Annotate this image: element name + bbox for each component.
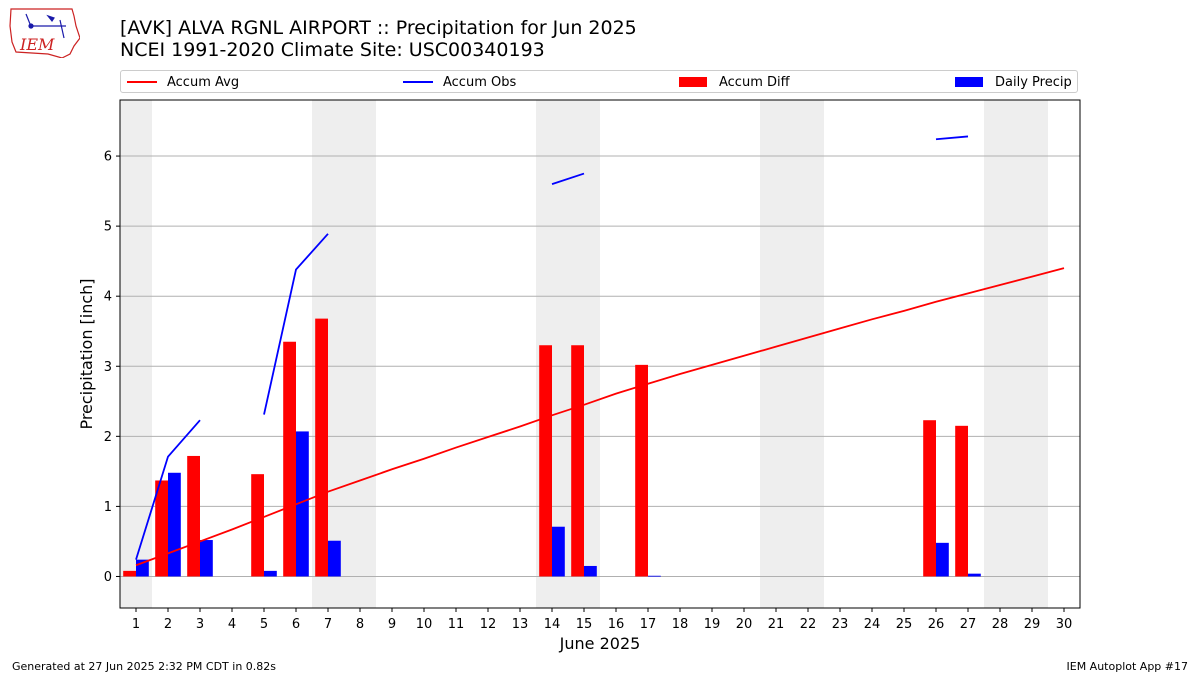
chart-title: [AVK] ALVA RGNL AIRPORT :: Precipitation… <box>120 17 637 39</box>
x-tick-label: 21 <box>768 617 785 632</box>
weekend-band <box>760 100 792 608</box>
x-tick-label: 15 <box>576 617 593 632</box>
x-tick-label: 5 <box>260 617 268 632</box>
accum-diff-bar <box>283 341 296 577</box>
generated-timestamp: Generated at 27 Jun 2025 2:32 PM CDT in … <box>12 660 277 673</box>
daily-precip-bar <box>328 540 341 577</box>
x-tick-label: 22 <box>800 617 817 632</box>
x-tick-label: 18 <box>672 617 689 632</box>
iem-logo: IEM <box>9 8 80 58</box>
x-tick-label: 7 <box>324 617 332 632</box>
daily-precip-bar <box>968 573 981 577</box>
x-tick-label: 26 <box>928 617 945 632</box>
accum-diff-bar <box>187 455 200 577</box>
x-tick-label: 2 <box>164 617 172 632</box>
weekend-band <box>120 100 152 608</box>
x-tick-label: 14 <box>544 617 561 632</box>
chart-subtitle: NCEI 1991-2020 Climate Site: USC00340193 <box>120 39 545 61</box>
x-tick-label: 24 <box>864 617 881 632</box>
x-tick-label: 10 <box>416 617 433 632</box>
accum-obs-line <box>935 135 969 141</box>
x-tick-label: 1 <box>132 617 140 632</box>
y-tick-label: 2 <box>104 430 112 445</box>
legend-label-accum-obs: Accum Obs <box>443 74 517 90</box>
legend-item-accum-diff: Accum Diff <box>679 74 790 90</box>
legend-label-accum-diff: Accum Diff <box>719 74 790 90</box>
x-axis-label: June 2025 <box>559 634 641 653</box>
y-tick-label: 4 <box>104 290 112 305</box>
x-tick-label: 3 <box>196 617 204 632</box>
x-tick-label: 28 <box>992 617 1009 632</box>
y-tick-label: 3 <box>104 360 112 375</box>
x-tick-label: 27 <box>960 617 977 632</box>
daily-precip-bar <box>552 526 565 577</box>
accum-avg-line <box>135 267 1065 567</box>
legend-item-accum-avg: Accum Avg <box>127 74 239 90</box>
x-tick-label: 9 <box>388 617 396 632</box>
x-tick-label: 13 <box>512 617 529 632</box>
x-tick-label: 11 <box>448 617 465 632</box>
y-tick-label: 5 <box>104 220 112 235</box>
y-tick-label: 6 <box>104 150 112 165</box>
y-tick-label: 1 <box>104 500 112 515</box>
accum-diff-bar <box>315 318 328 577</box>
legend-swatch-accum-obs <box>403 81 433 83</box>
x-tick-label: 20 <box>736 617 753 632</box>
daily-precip-bar <box>264 570 277 577</box>
x-tick-label: 8 <box>356 617 364 632</box>
accum-diff-bar <box>635 364 648 577</box>
x-tick-label: 17 <box>640 617 657 632</box>
weekend-band <box>344 100 376 608</box>
legend-item-accum-obs: Accum Obs <box>403 74 516 90</box>
daily-precip-bar <box>648 575 661 577</box>
x-tick-label: 16 <box>608 617 625 632</box>
daily-precip-bar <box>168 472 181 577</box>
weekend-band <box>984 100 1016 608</box>
legend-swatch-daily-precip <box>955 77 983 87</box>
accum-diff-bar <box>123 570 136 577</box>
x-tick-label: 4 <box>228 617 236 632</box>
legend: Accum Avg Accum Obs Accum Diff Daily Pre… <box>120 70 1078 93</box>
x-tick-label: 12 <box>480 617 497 632</box>
accum-diff-bar <box>923 420 936 577</box>
accum-diff-bar <box>251 474 264 577</box>
legend-swatch-accum-avg <box>127 81 157 83</box>
legend-label-daily-precip: Daily Precip <box>995 74 1072 90</box>
accum-obs-line <box>263 233 329 415</box>
logo-text: IEM <box>19 35 55 54</box>
x-tick-label: 29 <box>1024 617 1041 632</box>
weekend-band <box>792 100 824 608</box>
accum-diff-bar <box>155 480 168 577</box>
x-tick-label: 30 <box>1056 617 1073 632</box>
accum-diff-bar <box>571 345 584 577</box>
x-tick-label: 25 <box>896 617 913 632</box>
daily-precip-bar <box>296 431 309 577</box>
x-tick-label: 6 <box>292 617 300 632</box>
app-credit: IEM Autoplot App #17 <box>1066 660 1189 673</box>
daily-precip-bar <box>936 542 949 577</box>
y-tick-label: 0 <box>104 570 112 585</box>
legend-label-accum-avg: Accum Avg <box>167 74 240 90</box>
y-axis-label: Precipitation [inch] <box>77 278 96 429</box>
accum-diff-bar <box>955 425 968 577</box>
weather-station-icon <box>25 13 66 39</box>
plot-frame <box>119 99 1081 609</box>
x-tick-label: 23 <box>832 617 849 632</box>
accum-obs-line <box>551 172 585 185</box>
weekend-band <box>1016 100 1048 608</box>
daily-precip-bar <box>200 540 213 577</box>
x-tick-label: 19 <box>704 617 721 632</box>
legend-swatch-accum-diff <box>679 77 707 87</box>
daily-precip-bar <box>584 565 597 577</box>
legend-item-daily-precip: Daily Precip <box>955 74 1072 90</box>
accum-diff-bar <box>539 345 552 577</box>
accum-obs-line <box>135 419 201 560</box>
